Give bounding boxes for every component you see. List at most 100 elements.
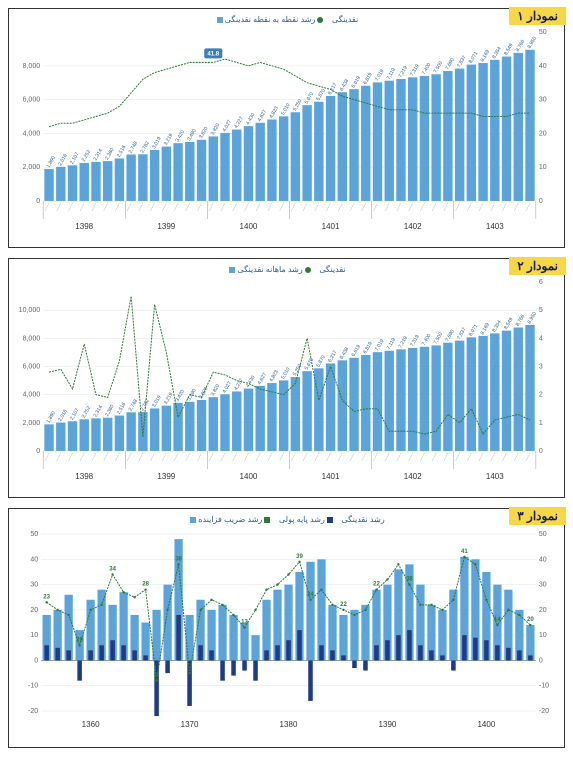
svg-text:1398: 1398 — [75, 222, 93, 231]
svg-text:3,620: 3,620 — [198, 126, 210, 140]
svg-text:1401: 1401 — [322, 472, 340, 481]
svg-text:1402: 1402 — [404, 222, 422, 231]
svg-text:2,360: 2,360 — [104, 404, 116, 418]
svg-text:5,870: 5,870 — [315, 354, 327, 368]
svg-text:6,619: 6,619 — [351, 75, 363, 89]
svg-text:2,107: 2,107 — [69, 151, 81, 165]
svg-text:8,071: 8,071 — [468, 51, 480, 65]
svg-text:20: 20 — [539, 130, 547, 137]
svg-text:10,000: 10,000 — [19, 307, 41, 314]
svg-text:6,438: 6,438 — [339, 346, 351, 360]
chart-badge-3: نمودار ۳ — [509, 507, 566, 525]
svg-text:41: 41 — [461, 549, 468, 555]
svg-text:14: 14 — [494, 617, 501, 623]
chart-panel-2: نمودار ۲ نقدینگی رشد ماهانه نقدینگی 02,0… — [8, 258, 565, 498]
svg-text:1390: 1390 — [379, 720, 397, 729]
legend-line-1: رشد نقطه به نقطه نقدینگی — [225, 15, 316, 24]
svg-text:20: 20 — [76, 637, 83, 643]
svg-text:4,823: 4,823 — [268, 105, 280, 119]
svg-text:5,670: 5,670 — [304, 357, 316, 371]
svg-text:8,354: 8,354 — [491, 319, 503, 333]
svg-text:2,000: 2,000 — [23, 420, 41, 427]
svg-text:1402: 1402 — [404, 472, 422, 481]
svg-text:34: 34 — [109, 566, 116, 572]
svg-text:5,010: 5,010 — [280, 102, 292, 116]
svg-text:4,823: 4,823 — [268, 369, 280, 383]
svg-text:7,500: 7,500 — [433, 60, 445, 74]
svg-text:1403: 1403 — [486, 472, 504, 481]
svg-text:7,119: 7,119 — [386, 337, 397, 351]
svg-text:-20: -20 — [539, 708, 549, 715]
svg-text:5,250: 5,250 — [292, 98, 304, 112]
svg-text:3,019: 3,019 — [151, 136, 163, 150]
svg-text:8,169: 8,169 — [480, 49, 492, 63]
svg-text:20: 20 — [527, 617, 534, 623]
svg-text:2,314: 2,314 — [92, 148, 104, 162]
svg-text:7,690: 7,690 — [444, 57, 456, 71]
svg-text:7,219: 7,219 — [397, 65, 409, 79]
svg-text:2,107: 2,107 — [69, 407, 81, 421]
svg-text:39: 39 — [296, 554, 303, 560]
svg-text:4,000: 4,000 — [23, 130, 41, 137]
svg-text:8,000: 8,000 — [23, 335, 41, 342]
svg-text:6,217: 6,217 — [327, 349, 339, 363]
svg-text:8,766: 8,766 — [515, 314, 527, 328]
svg-text:2,016: 2,016 — [57, 409, 69, 423]
svg-text:3,219: 3,219 — [163, 133, 175, 147]
legend-line-2: رشد ماهانه نقدینگی — [237, 265, 302, 274]
svg-text:-10: -10 — [28, 683, 38, 690]
svg-text:3,820: 3,820 — [210, 122, 222, 136]
svg-text:1,890: 1,890 — [46, 410, 58, 424]
svg-text:40: 40 — [539, 556, 547, 563]
svg-text:7,400: 7,400 — [421, 333, 433, 347]
svg-text:10: 10 — [30, 632, 38, 639]
svg-text:38: 38 — [406, 577, 413, 583]
legend-3: رشد نقدینگی رشد پایه پولی رشد ضریب فزاین… — [15, 515, 558, 524]
svg-text:3,620: 3,620 — [198, 386, 210, 400]
svg-text:4,627: 4,627 — [257, 109, 269, 123]
svg-text:3,420: 3,420 — [175, 129, 187, 143]
svg-text:10: 10 — [539, 164, 547, 171]
svg-text:13: 13 — [241, 620, 248, 626]
svg-text:24: 24 — [307, 592, 314, 598]
svg-text:2,314: 2,314 — [92, 404, 104, 418]
svg-text:-8: -8 — [154, 673, 160, 679]
svg-text:7,019: 7,019 — [374, 338, 386, 352]
plot-3: -20-20-10-100010102020303040405050232034… — [15, 526, 558, 737]
svg-text:20: 20 — [539, 607, 547, 614]
svg-text:0: 0 — [539, 448, 543, 455]
svg-text:30: 30 — [30, 582, 38, 589]
chart-panel-1: نمودار ۱ نقدینگی رشد نقطه به نقطه نقدینگ… — [8, 8, 565, 248]
svg-text:8,549: 8,549 — [503, 42, 515, 56]
svg-text:0: 0 — [539, 657, 543, 664]
svg-text:1370: 1370 — [181, 720, 199, 729]
svg-text:28: 28 — [142, 582, 149, 588]
legend-1: نقدینگی رشد نقطه به نقطه نقدینگی — [15, 15, 558, 24]
svg-text:4,430: 4,430 — [245, 112, 257, 126]
svg-text:0: 0 — [36, 198, 40, 205]
svg-text:23: 23 — [43, 594, 50, 600]
svg-text:10: 10 — [539, 632, 547, 639]
svg-text:8,549: 8,549 — [503, 317, 515, 331]
svg-text:7,119: 7,119 — [386, 67, 397, 81]
plot-2: 02,0004,0006,0008,00010,00001234561,8902… — [15, 276, 558, 487]
svg-text:4,000: 4,000 — [23, 392, 41, 399]
svg-text:40: 40 — [30, 556, 38, 563]
svg-text:6,819: 6,819 — [362, 341, 374, 355]
svg-text:38: 38 — [175, 556, 182, 562]
svg-text:1401: 1401 — [322, 222, 340, 231]
svg-text:-20: -20 — [28, 708, 38, 715]
svg-text:4,027: 4,027 — [222, 380, 234, 394]
svg-text:2,516: 2,516 — [116, 401, 128, 415]
svg-text:8,071: 8,071 — [468, 323, 480, 337]
svg-text:1399: 1399 — [157, 222, 175, 231]
svg-text:30: 30 — [539, 97, 547, 104]
svg-text:2: 2 — [539, 392, 543, 399]
svg-text:2,516: 2,516 — [116, 144, 128, 158]
legend-bar-1: نقدینگی — [332, 15, 358, 24]
svg-text:1380: 1380 — [280, 720, 298, 729]
svg-text:3,490: 3,490 — [186, 128, 198, 142]
svg-text:20: 20 — [30, 607, 38, 614]
svg-text:4,227: 4,227 — [233, 115, 245, 129]
svg-text:-10: -10 — [539, 683, 549, 690]
